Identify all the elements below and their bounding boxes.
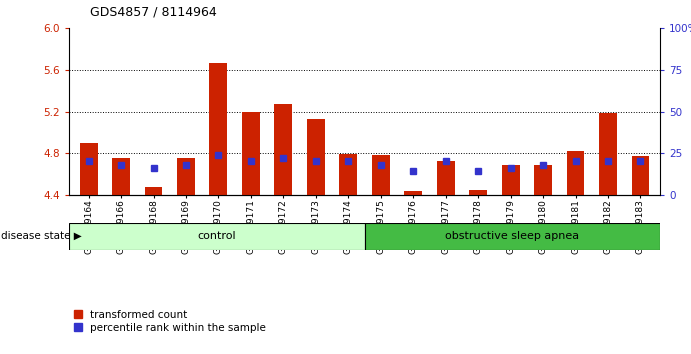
- Bar: [502, 165, 520, 195]
- Bar: [79, 143, 97, 195]
- Bar: [567, 151, 585, 195]
- Bar: [599, 113, 617, 195]
- Bar: [365, 223, 660, 250]
- Bar: [372, 155, 390, 195]
- Bar: [177, 158, 195, 195]
- Text: obstructive sleep apnea: obstructive sleep apnea: [445, 231, 579, 241]
- Legend: transformed count, percentile rank within the sample: transformed count, percentile rank withi…: [75, 310, 266, 333]
- Bar: [534, 165, 552, 195]
- Bar: [274, 104, 292, 195]
- Bar: [112, 158, 130, 195]
- Bar: [242, 112, 260, 195]
- Text: disease state ▶: disease state ▶: [1, 231, 82, 241]
- Bar: [307, 119, 325, 195]
- Text: GDS4857 / 8114964: GDS4857 / 8114964: [90, 5, 216, 18]
- Text: control: control: [198, 231, 236, 241]
- Bar: [144, 187, 162, 195]
- Bar: [339, 154, 357, 195]
- Bar: [69, 223, 365, 250]
- Bar: [469, 189, 487, 195]
- Bar: [632, 156, 650, 195]
- Bar: [209, 63, 227, 195]
- Bar: [404, 190, 422, 195]
- Bar: [437, 161, 455, 195]
